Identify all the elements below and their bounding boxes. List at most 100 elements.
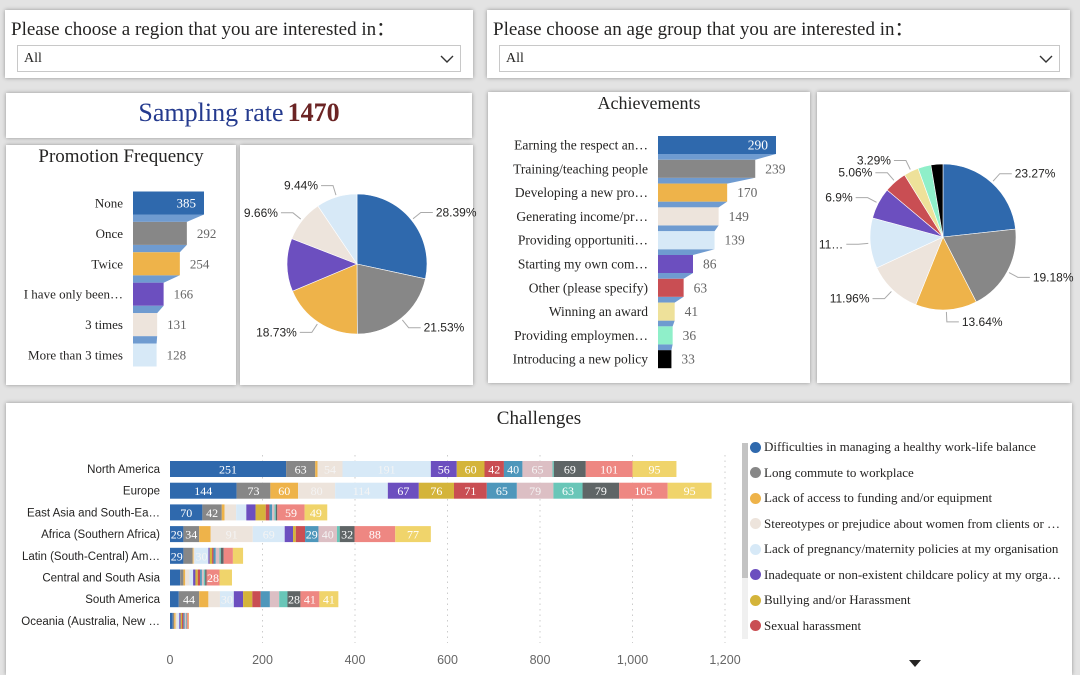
pie-percent-label: 11… (819, 237, 843, 251)
bar-value-label: 28 (288, 593, 300, 607)
bar-segment (201, 569, 204, 586)
legend-scroll-down-icon[interactable] (909, 660, 921, 668)
y-category-label: South America (85, 594, 160, 606)
pie-leader-line (401, 319, 421, 329)
bar-segment (287, 591, 301, 608)
bar-segment (255, 504, 266, 521)
bar-segment (317, 461, 343, 477)
funnel-connector (658, 273, 693, 279)
bar-value-label: 44 (183, 593, 195, 607)
funnel-bar (658, 278, 684, 297)
funnel-category-label: Starting my own com… (518, 257, 648, 272)
legend-item[interactable]: Long commute to workplace (750, 465, 914, 481)
bar-value-label: 32 (341, 528, 353, 542)
bar-value-label: 28 (207, 571, 219, 585)
bar-value-label: 80 (311, 484, 323, 498)
bar-segment (199, 591, 209, 608)
bar-segment (197, 569, 201, 586)
bar-segment (209, 547, 213, 564)
bar-segment (193, 569, 196, 586)
bar-segment (395, 526, 431, 543)
funnel-category-label: Providing opportuniti… (518, 233, 648, 248)
age-dropdown[interactable]: All (499, 45, 1060, 72)
age-filter-panel: Please choose an age group that you are … (487, 10, 1070, 78)
bar-segment (199, 526, 211, 543)
funnel-category-label: Providing employmen… (514, 328, 648, 343)
funnel-connector (133, 305, 164, 314)
legend-label: Bullying and/or Harassment (764, 592, 911, 607)
funnel-value-label: 290 (748, 138, 769, 153)
y-category-label: East Asia and South-Ea… (27, 507, 160, 519)
pie-percent-label: 9.66% (244, 206, 278, 220)
legend-item[interactable]: Bullying and/or Harassment (750, 592, 911, 608)
bar-value-label: 41 (304, 593, 316, 607)
legend-item[interactable]: Stereotypes or prejudice about women fro… (750, 516, 1060, 532)
pie-leader-line (1008, 272, 1030, 278)
funnel-connector (133, 244, 187, 253)
bar-segment (189, 569, 194, 586)
bar-segment (252, 591, 261, 608)
pie-slice (915, 236, 977, 311)
bar-segment (236, 504, 247, 521)
pie-percent-label: 21.53% (424, 321, 465, 335)
legend-item[interactable]: Inadequate or non-existent childcare pol… (750, 567, 1061, 583)
legend-label: Sexual harassment (764, 617, 862, 633)
bar-segment (269, 591, 280, 608)
bar-segment (170, 547, 184, 564)
bar-value-label: 95 (648, 463, 660, 477)
bar-value-label: 60 (465, 463, 477, 477)
bar-value-label: 91 (226, 528, 238, 542)
legend-item[interactable]: Lack of pregnancy/maternity policies at … (750, 541, 1058, 557)
bar-segment (194, 547, 209, 564)
legend-item[interactable]: Lack of access to funding and/or equipme… (750, 490, 992, 506)
bar-segment (172, 612, 175, 629)
funnel-bar (133, 343, 157, 367)
legend-color-dot (750, 467, 761, 478)
bar-segment (295, 526, 306, 543)
x-tick-label: 1,200 (709, 653, 740, 667)
bar-value-label: 34 (185, 528, 197, 542)
x-tick-label: 1,000 (617, 653, 648, 667)
funnel-bar (658, 136, 776, 154)
funnel-value-label: 292 (197, 226, 217, 241)
bar-segment (275, 504, 278, 521)
funnel-connector (658, 201, 728, 208)
bar-value-label: 63 (562, 484, 574, 498)
region-filter-label: Please choose a region that you are inte… (11, 19, 396, 40)
bar-segment (236, 482, 271, 499)
bar-segment (274, 504, 276, 521)
legend-label: Lack of access to funding and/or equipme… (764, 490, 993, 505)
legend-item[interactable]: Sexual harassment (750, 618, 861, 634)
pie-leader-line (875, 172, 895, 181)
promotion-pie-panel: 28.39% 21.53% 18.73% 9.66% 9.44% (240, 145, 477, 385)
pie-percent-label: 28.39% (436, 206, 477, 220)
pie-leader-line (412, 212, 433, 220)
legend-item[interactable]: Difficulties in managing a healthy work-… (750, 439, 1036, 455)
legend-scrollbar-thumb[interactable] (742, 443, 748, 578)
bar-value-label: 95 (684, 484, 696, 498)
legend-label: Stereotypes or prejudice about women fro… (764, 515, 1061, 531)
achievements-panel: Achievements Earning the respect an… 290 T… (488, 92, 810, 383)
legend-label: Inadequate or non-existent childcare pol… (764, 566, 1061, 582)
bar-segment (552, 461, 554, 477)
bar-segment (387, 482, 419, 499)
funnel-bar (658, 350, 672, 369)
region-dropdown[interactable]: All (17, 45, 461, 72)
promotion-pie-chart: 28.39% 21.53% 18.73% 9.66% 9.44% (244, 179, 477, 340)
promotion-title: Promotion Frequency (38, 146, 204, 167)
achievements-funnel-chart: Earning the respect an… 290 Training/teach… (513, 136, 786, 369)
pie-percent-label: 6.9% (825, 191, 853, 205)
promotion-frequency-panel: Promotion Frequency None 385 Once 292 Twice 2… (6, 145, 236, 385)
bar-segment (456, 461, 485, 477)
bar-value-label: 77 (407, 528, 419, 542)
bar-segment (183, 526, 200, 543)
bar-segment (335, 482, 388, 499)
funnel-bar (658, 326, 673, 345)
bar-segment (170, 612, 173, 629)
chevron-down-icon (440, 55, 454, 63)
legend-color-dot (750, 543, 761, 555)
bar-segment (553, 461, 586, 477)
challenges-panel: Challenges 0 200 400 600 800 1,000 1,200 North … (6, 403, 1072, 675)
bar-segment (246, 504, 256, 521)
funnel-connector (658, 225, 719, 232)
